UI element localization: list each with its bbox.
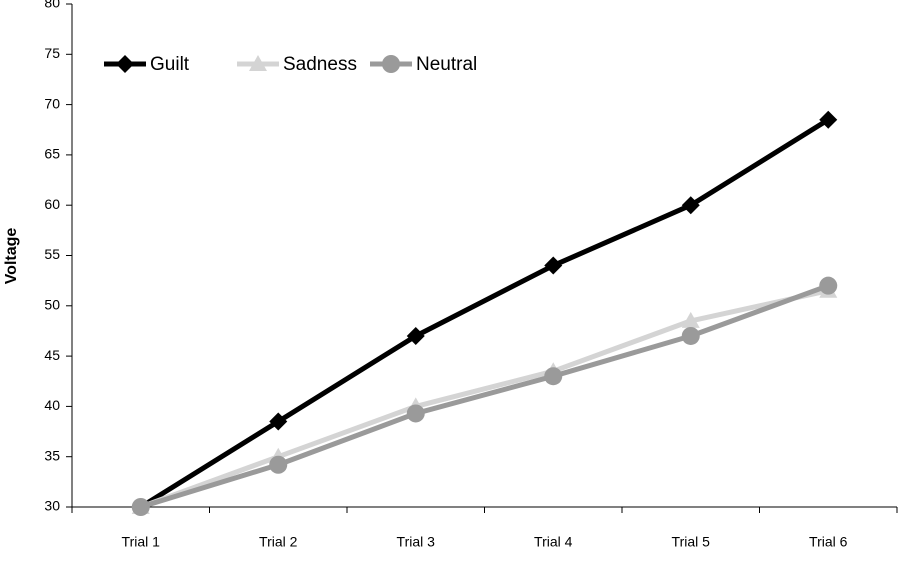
marker: [406, 326, 425, 345]
y-tick-label: 70: [44, 95, 60, 111]
y-tick-label: 75: [44, 45, 60, 61]
y-tick-label: 35: [44, 447, 60, 463]
marker: [131, 498, 150, 516]
y-tick-label: 60: [44, 196, 60, 212]
y-tick-label: 30: [44, 498, 60, 514]
y-tick-label: 45: [44, 347, 60, 363]
marker: [681, 311, 700, 328]
marker: [681, 326, 700, 345]
marker: [544, 367, 563, 386]
marker: [681, 196, 700, 215]
marker: [269, 412, 288, 431]
marker: [269, 455, 288, 474]
x-tick-label: Trial 1: [122, 534, 161, 550]
series-line: [139, 288, 829, 510]
x-tick-label: Trial 4: [534, 534, 573, 550]
marker: [544, 256, 563, 275]
legend-marker: [382, 55, 400, 73]
series-line: [139, 117, 830, 510]
marker: [819, 276, 838, 295]
y-tick-label: 65: [44, 146, 60, 162]
legend-marker: [116, 55, 134, 73]
legend-marker: [249, 55, 267, 71]
y-tick-label: 40: [44, 397, 60, 413]
x-tick-label: Trial 2: [259, 534, 298, 550]
marker: [819, 110, 838, 129]
x-tick-label: Trial 6: [809, 534, 848, 550]
y-tick-label: 55: [44, 246, 60, 262]
legend: Guilt Sadness Neutral: [104, 54, 477, 75]
legend-label: Guilt: [150, 54, 190, 75]
y-axis-label: Voltage: [3, 228, 20, 285]
marker: [406, 404, 425, 423]
x-tick-label: Trial 5: [672, 534, 711, 550]
x-tick-label: Trial 3: [397, 534, 436, 550]
y-tick-label: 50: [44, 297, 60, 313]
y-tick-label: 80: [44, 0, 60, 11]
series-line: [140, 283, 830, 510]
legend-label: Sadness: [283, 54, 357, 75]
legend-label: Neutral: [416, 54, 477, 75]
